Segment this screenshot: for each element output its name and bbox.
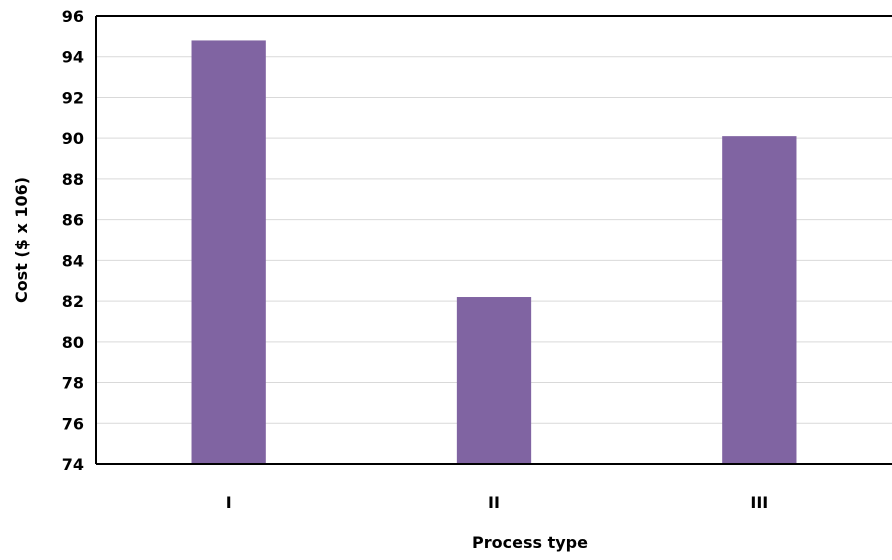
bar-III [722,136,797,465]
x-tick-labels: I II III [226,493,769,512]
y-tick-labels: 74 76 78 80 82 84 86 88 90 92 94 96 [62,7,84,474]
y-tick-label: 82 [62,292,84,311]
y-tick-label: 80 [62,333,84,352]
y-tick-label: 76 [62,414,84,433]
axes [95,15,892,465]
bar-I [191,40,266,464]
bar-II [456,297,532,464]
x-tick-label: III [750,493,768,512]
y-tick-label: 90 [62,129,84,148]
y-tick-label: 74 [62,455,84,474]
y-tick-label: 92 [62,88,84,107]
y-tick-label: 86 [62,211,84,230]
y-tick-label: 88 [62,170,84,189]
bars [191,40,797,465]
y-axis-title: Cost ($ x 106) [12,177,31,303]
y-tick-label: 84 [62,251,84,270]
x-tick-label: II [488,493,500,512]
x-axis-title: Process type [472,533,588,552]
x-tick-label: I [226,493,232,512]
y-tick-label: 78 [62,374,84,393]
y-tick-label: 94 [62,48,84,67]
y-tick-label: 96 [62,7,84,26]
